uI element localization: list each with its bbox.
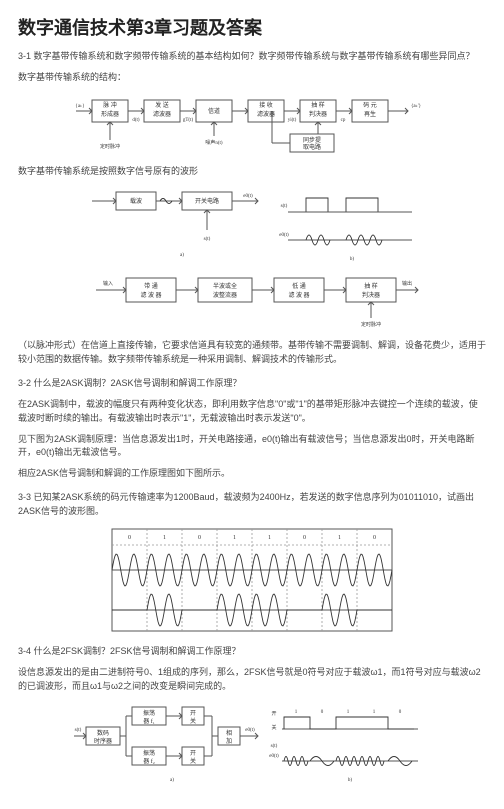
b2-l2: 滤波器 [153,110,171,118]
b6-l2: 再生 [364,110,376,118]
fk-osc2b: 器 f₂ [143,758,155,765]
b1-l1: 脉 冲 [103,101,117,109]
fk-sw1a: 开 [190,710,196,717]
fk-seq-a: 数码 [97,729,109,737]
d4b: 判决器 [362,291,380,299]
sync-l2: 取电路 [303,143,321,151]
out-gt: gT(t) [183,118,194,123]
fr-st: s(t) [271,744,278,749]
b3: 信道 [208,107,220,115]
fk-osc1a: 振荡 [143,709,155,717]
a-3-2-1: 在2ASK调制中，载波的幅度只有两种变化状态，即利用数字信息"0"或"1"的基带… [18,398,486,426]
d1a: 带 通 [144,282,158,290]
sw-st: s(t) [204,237,211,242]
fk-seq-b: 时序器 [94,737,112,745]
fr-cap: b) [348,778,353,783]
d-out: 输出 [402,280,412,287]
b4-l2: 滤波器 [257,110,275,118]
q-3-1: 3-1 数字基带传输系统和数字频带传输系统的基本结构如何？数字频带传输系统与数字… [18,50,486,64]
d-in: 输入 [103,280,113,287]
sync-l1: 同步提 [303,136,321,144]
d-clk: 定时脉冲 [361,321,381,328]
timing: 定时脉冲 [100,143,120,150]
a-3-2-2: 见下图为2ASK调制原理：当信息源发出1时，开关电路接通，e0(t)输出有载波信… [18,433,486,461]
fk-e0: e0(t) [245,728,255,733]
d2b: 波整流器 [213,291,237,299]
bit5: 0 [303,535,306,541]
out-dt: d(t) [132,118,140,123]
q-3-3: 3-3 已知某2ASK系统的码元传输速率为1200Baud，载波频为2400Hz… [18,491,486,519]
sw-e0: e0(t) [243,194,253,199]
fk-osc1b: 器 f₁ [143,718,155,725]
sw-box: 开关电路 [195,197,219,205]
fig-2ask-switch: 载波 开关电路 s(t) e0(t) a) s(t) e0(t) b) [18,186,486,264]
a-3-1-wave: 数字基带传输系统是按照数字信号原有的波形 [18,165,486,179]
d1b: 滤 波 器 [140,291,161,299]
fk-st: s(t) [75,728,82,733]
fk-sw2a: 开 [190,750,196,757]
lbl-ak: {aₖ} [75,104,84,109]
out-cp: cp [341,118,346,123]
sw-cap: a) [180,253,184,258]
fk-osc2a: 振荡 [143,749,155,757]
fk-adda: 相 [226,729,232,737]
sw-carrier: 载波 [130,197,142,205]
fk-sw1b: 关 [190,717,196,725]
lbl-ak2: {aₖ'} [411,104,421,109]
q-3-2: 3-2 什么是2ASK调制？2ASK信号调制和解调工作原理？ [18,377,486,391]
q-3-4: 3-4 什么是2FSK调制？2FSK信号调制和解调工作原理？ [18,645,486,659]
a-3-1-struct: 数字基带传输系统的结构： [18,71,486,85]
bit0: 0 [128,535,131,541]
fig-2ask-wave: 0 1 0 1 1 0 1 0 [18,525,486,635]
fr-close: 关 [271,724,276,731]
bit4: 1 [268,535,271,541]
bit6: 1 [338,535,341,541]
b1-l2: 形成器 [101,110,119,118]
fig-baseband-block: 脉 冲 形成器 发 送 滤波器 信道 接 收 滤波器 抽 样 判决器 码 元 再… [18,92,486,158]
page-title: 数字通信技术第3章习题及答案 [18,14,486,40]
wb-cap: b) [350,257,355,262]
b6-l1: 码 元 [363,101,377,109]
fk-addb: 加 [226,737,232,745]
bit1: 1 [163,535,166,541]
out-yt: yi(t) [288,118,297,123]
d4a: 抽 样 [364,282,378,290]
fk-cap: a) [170,778,174,783]
d3a: 低 通 [292,282,306,290]
bit3: 1 [233,535,236,541]
fk-sw2b: 关 [190,757,196,765]
fig-2fsk: 振荡 器 f₁ 振荡 器 f₂ 数码 时序器 开 关 开 关 相 加 s(t) … [18,701,486,789]
fig-2ask-demod: 带 通 滤 波 器 半波或全 波整流器 低 通 滤 波 器 抽 样 判决器 输入… [18,270,486,332]
a-3-4-1: 设信息源发出的是由二进制符号0、1组成的序列，那么，2FSK信号就是0符号对应于… [18,666,486,694]
b2-l1: 发 送 [155,101,169,109]
out-nt: 噪声n(t) [205,139,223,146]
fr-open: 开 [271,711,276,717]
bit2: 0 [198,535,201,541]
a-3-1-summary: （以脉冲形式）在信道上直接传输，它要求信道具有较宽的通频带。基带传输不需要调制、… [18,339,486,367]
b5-l2: 判决器 [309,110,327,118]
d3b: 滤 波 器 [288,291,309,299]
wb-st: s(t) [281,204,288,209]
bit7: 0 [373,535,376,541]
a-3-2-3: 相应2ASK信号调制和解调的工作原理图如下图所示。 [18,467,486,481]
fr-e0: e0(t) [269,754,279,759]
d2a: 半波或全 [213,282,237,290]
wb-e0: e0(t) [279,233,289,238]
b4-l1: 接 收 [259,101,273,109]
b5-l1: 抽 样 [311,101,325,109]
